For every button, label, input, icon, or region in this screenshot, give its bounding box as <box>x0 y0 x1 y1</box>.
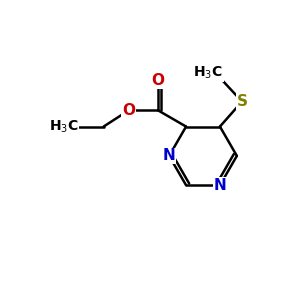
Text: N: N <box>163 148 175 164</box>
Text: O: O <box>152 74 165 88</box>
Text: N: N <box>214 178 226 193</box>
Text: O: O <box>122 103 135 118</box>
Text: S: S <box>236 94 247 109</box>
Text: H$_3$C: H$_3$C <box>193 64 223 81</box>
Text: H$_3$C: H$_3$C <box>49 118 79 135</box>
